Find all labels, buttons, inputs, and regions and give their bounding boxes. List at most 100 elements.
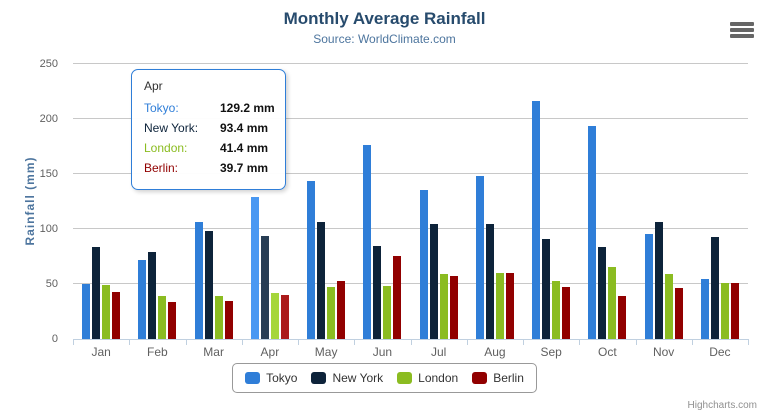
- bar-berlin-may[interactable]: [337, 281, 346, 339]
- x-axis-tick: [635, 340, 637, 345]
- tooltip-rows: Tokyo: 129.2 mm New York: 93.4 mm London: 41.…: [144, 101, 275, 175]
- bar-tokyo-oct[interactable]: [588, 125, 597, 339]
- x-axis-label-oct: Oct: [598, 345, 617, 359]
- chart-title: Monthly Average Rainfall: [283, 9, 486, 28]
- tooltip-series-value: 93.4 mm: [220, 121, 269, 135]
- bar-new-york-nov[interactable]: [654, 221, 663, 339]
- y-axis-label-150: 150: [39, 168, 58, 180]
- bar-berlin-nov[interactable]: [674, 287, 683, 339]
- legend-swatch-berlin: [472, 372, 488, 384]
- x-axis-tick: [410, 340, 412, 345]
- plot-area: [73, 63, 748, 339]
- bar-berlin-sep[interactable]: [562, 286, 571, 339]
- bar-tokyo-apr[interactable]: [250, 196, 259, 339]
- x-axis-label-mar: Mar: [203, 345, 224, 359]
- legend-label-berlin: Berlin: [493, 371, 524, 385]
- y-axis-label-200: 200: [39, 113, 58, 125]
- x-axis-tick: [748, 340, 749, 345]
- legend: Tokyo New York London Berlin: [0, 363, 769, 393]
- bar-london-may[interactable]: [327, 287, 336, 339]
- bar-london-mar[interactable]: [214, 295, 223, 339]
- bar-tokyo-mar[interactable]: [194, 221, 203, 339]
- category-group-jul: [411, 64, 467, 339]
- category-group-aug: [467, 64, 523, 339]
- category-group-jan: [73, 64, 129, 339]
- tooltip-series-value: 41.4 mm: [220, 141, 269, 155]
- bar-new-york-may[interactable]: [317, 222, 326, 339]
- tooltip-row-london: London: 41.4 mm: [144, 141, 275, 155]
- bar-new-york-apr[interactable]: [260, 236, 269, 339]
- bar-london-apr[interactable]: [270, 293, 279, 339]
- bar-london-sep[interactable]: [552, 281, 561, 339]
- bar-berlin-oct[interactable]: [618, 296, 627, 339]
- bar-berlin-apr[interactable]: [280, 295, 289, 339]
- bar-berlin-jan[interactable]: [112, 292, 121, 339]
- category-group-oct: [579, 64, 635, 339]
- bar-berlin-jun[interactable]: [393, 255, 402, 339]
- bar-berlin-mar[interactable]: [224, 301, 233, 339]
- x-axis-label-may: May: [314, 345, 338, 359]
- bar-new-york-sep[interactable]: [542, 238, 551, 339]
- bar-berlin-feb[interactable]: [168, 302, 177, 339]
- legend-item-tokyo[interactable]: Tokyo: [245, 371, 297, 385]
- tooltip-series-label: Tokyo:: [144, 101, 179, 115]
- tooltip-row-new-york: New York: 93.4 mm: [144, 121, 275, 135]
- bar-tokyo-sep[interactable]: [532, 100, 541, 339]
- bar-tokyo-jun[interactable]: [363, 145, 372, 339]
- tooltip: Apr Tokyo: 129.2 mm New York: 93.4 mm London…: [131, 69, 286, 190]
- x-axis-label-dec: Dec: [709, 345, 731, 359]
- tooltip-row-tokyo: Tokyo: 129.2 mm: [144, 101, 275, 115]
- x-axis-tick: [241, 340, 243, 345]
- bar-london-jun[interactable]: [383, 285, 392, 339]
- tooltip-series-label: London:: [144, 141, 188, 155]
- category-group-nov: [636, 64, 692, 339]
- bar-new-york-jul[interactable]: [429, 223, 438, 339]
- category-group-jun: [354, 64, 410, 339]
- bar-london-nov[interactable]: [664, 273, 673, 339]
- hamburger-icon: [730, 22, 754, 26]
- y-axis-label-50: 50: [45, 278, 58, 290]
- bar-tokyo-jul[interactable]: [419, 189, 428, 339]
- x-axis-labels: Jan Feb Mar Apr May Jun Jul Aug Sep Oct Nov Dec: [73, 345, 748, 359]
- legend-label-new-york: New York: [332, 371, 384, 385]
- bar-new-york-dec[interactable]: [710, 237, 719, 339]
- bar-tokyo-dec[interactable]: [700, 279, 709, 339]
- x-axis-label-jul: Jul: [430, 345, 447, 359]
- bar-london-jul[interactable]: [439, 274, 448, 339]
- bar-tokyo-jan[interactable]: [82, 284, 91, 339]
- bar-new-york-oct[interactable]: [598, 247, 607, 339]
- bar-tokyo-may[interactable]: [307, 180, 316, 339]
- y-axis-label-0: 0: [51, 333, 58, 345]
- bar-new-york-jun[interactable]: [373, 246, 382, 339]
- bar-berlin-jul[interactable]: [449, 275, 458, 339]
- bar-tokyo-feb[interactable]: [138, 260, 147, 339]
- gridline-150: [73, 173, 748, 174]
- bar-london-jan[interactable]: [102, 285, 111, 339]
- gridline-200: [73, 118, 748, 119]
- bar-tokyo-nov[interactable]: [644, 233, 653, 339]
- legend-item-london[interactable]: London: [397, 371, 458, 385]
- legend-item-berlin[interactable]: Berlin: [472, 371, 524, 385]
- bar-tokyo-aug[interactable]: [475, 175, 484, 339]
- bar-new-york-jan[interactable]: [92, 247, 101, 339]
- bar-london-oct[interactable]: [608, 267, 617, 339]
- bar-london-aug[interactable]: [495, 273, 504, 339]
- x-axis-tick: [466, 340, 468, 345]
- x-axis-label-jan: Jan: [91, 345, 111, 359]
- bar-new-york-feb[interactable]: [148, 252, 157, 339]
- bar-berlin-aug[interactable]: [505, 272, 514, 339]
- tooltip-series-value: 39.7 mm: [220, 161, 269, 175]
- bar-berlin-dec[interactable]: [730, 282, 739, 339]
- x-axis-tick: [185, 340, 187, 345]
- credits-link[interactable]: Highcharts.com: [687, 400, 757, 411]
- bar-london-feb[interactable]: [158, 296, 167, 339]
- export-menu-button[interactable]: [730, 22, 754, 38]
- category-group-feb: [129, 64, 185, 339]
- legend-item-new-york[interactable]: New York: [311, 371, 383, 385]
- x-axis-label-apr: Apr: [260, 345, 280, 359]
- bar-new-york-mar[interactable]: [204, 230, 213, 339]
- bar-london-dec[interactable]: [720, 282, 729, 339]
- x-axis-label-feb: Feb: [147, 345, 168, 359]
- tooltip-series-value: 129.2 mm: [220, 101, 275, 115]
- bar-new-york-aug[interactable]: [485, 224, 494, 339]
